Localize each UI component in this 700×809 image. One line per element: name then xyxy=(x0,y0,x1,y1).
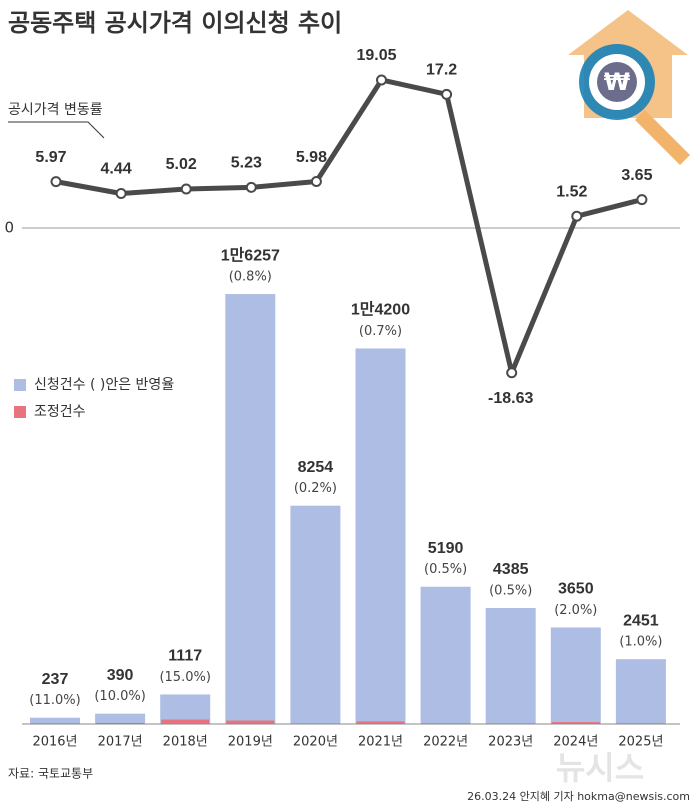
line-value-label: 3.65 xyxy=(621,167,652,184)
x-tick-label: 2018년 xyxy=(163,735,208,750)
rate-label: (1.0%) xyxy=(619,635,662,650)
bar xyxy=(290,505,341,724)
rate-label: (11.0%) xyxy=(29,693,80,708)
x-tick-label: 2023년 xyxy=(488,735,533,750)
rate-label: (0.8%) xyxy=(229,270,272,285)
point xyxy=(376,74,387,86)
x-tick-label: 2021년 xyxy=(358,735,403,750)
point xyxy=(50,176,62,188)
adjusted-bar xyxy=(161,719,210,724)
point xyxy=(506,367,518,379)
point xyxy=(115,188,127,200)
line-annotation: 공시가격 변동률 xyxy=(8,102,103,118)
bar xyxy=(485,608,536,724)
line-value-label: 1.52 xyxy=(556,183,587,200)
bar-value-label: 2451 xyxy=(623,612,659,629)
adjusted-bar xyxy=(551,722,600,724)
bar xyxy=(550,627,601,724)
rate-label: (2.0%) xyxy=(554,603,597,618)
point xyxy=(245,181,257,193)
source: 자료: 국토교통부 xyxy=(8,767,93,781)
bar xyxy=(615,659,666,724)
bar-value-label: 1만6257 xyxy=(221,246,280,264)
legend-swatch xyxy=(14,406,26,418)
line-value-label: 5.23 xyxy=(231,155,262,172)
x-tick-label: 2019년 xyxy=(228,735,273,750)
bar-value-label: 1117 xyxy=(168,648,202,665)
bar xyxy=(30,717,80,724)
rate-label: (15.0%) xyxy=(159,670,210,685)
line-value-label: 19.05 xyxy=(356,47,396,64)
adjusted-bar xyxy=(356,721,405,724)
svg-text:₩: ₩ xyxy=(604,68,631,96)
icon: ₩ xyxy=(568,10,690,165)
bar-value-label: 5190 xyxy=(428,540,464,557)
legend-swatch xyxy=(14,379,26,391)
point xyxy=(571,210,583,222)
bar-value-label: 390 xyxy=(107,667,134,684)
line-value-label: 5.02 xyxy=(166,156,197,173)
rate-label: (0.5%) xyxy=(424,562,467,577)
line-value-label: -18.63 xyxy=(488,390,533,407)
bar xyxy=(95,713,146,724)
line-value-label: 5.98 xyxy=(296,149,327,166)
watermark: 뉴시스 xyxy=(556,749,644,787)
point xyxy=(310,176,322,188)
line xyxy=(55,77,643,376)
bar-value-label: 237 xyxy=(42,671,69,688)
bar-value-label: 1만4200 xyxy=(351,301,410,319)
bar-value-label: 4385 xyxy=(493,561,529,578)
line-value-label: 4.44 xyxy=(101,161,132,178)
bar-value-label: 8254 xyxy=(298,459,334,476)
bar xyxy=(355,348,406,724)
legend-label: 신청건수 ( )안은 반영율 xyxy=(34,377,174,393)
annotation-leader xyxy=(8,121,105,139)
bar xyxy=(225,294,276,724)
rate-label: (10.0%) xyxy=(94,689,145,704)
point xyxy=(636,194,648,206)
bar xyxy=(420,586,471,724)
x-tick-label: 2025년 xyxy=(618,735,663,750)
adjusted-bar xyxy=(226,720,275,724)
adjusted-bar xyxy=(96,722,145,724)
x-tick-label: 2024년 xyxy=(553,735,598,750)
credit: 26.03.24 안지혜 기자 hokma@newsis.com xyxy=(467,790,690,803)
title: 공동주택 공시가격 이의신청 추이 xyxy=(8,9,342,37)
bar xyxy=(160,694,211,724)
line-value-label: 5.97 xyxy=(35,149,66,166)
x-tick-label: 2017년 xyxy=(98,735,143,750)
point xyxy=(441,88,453,100)
line-value-label: 17.2 xyxy=(426,62,457,79)
legend-label: 조정건수 xyxy=(34,404,86,420)
rate-label: (0.2%) xyxy=(294,481,337,496)
x-tick-label: 2016년 xyxy=(32,735,77,750)
point xyxy=(180,183,192,195)
x-tick-label: 2020년 xyxy=(293,735,338,750)
rate-label: (0.7%) xyxy=(359,324,402,339)
y-tick-label: 0 xyxy=(4,219,14,237)
x-tick-label: 2022년 xyxy=(423,735,468,750)
bar-value-label: 3650 xyxy=(558,581,594,598)
rate-label: (0.5%) xyxy=(489,584,532,599)
